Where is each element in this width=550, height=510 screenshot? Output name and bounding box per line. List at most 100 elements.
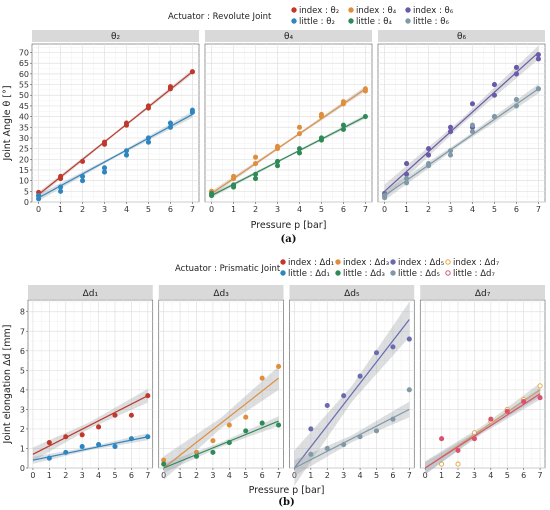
data-point xyxy=(447,148,454,154)
panel-strip-label: Δd₃ xyxy=(213,289,229,299)
panel-strip xyxy=(420,285,545,299)
data-point xyxy=(404,175,410,182)
data-point xyxy=(274,163,281,169)
chart-1: Actuator : Revolute Joint index : θ₂ index… xyxy=(2,6,546,245)
data-point xyxy=(274,143,281,150)
data-point xyxy=(128,412,134,418)
x-tick-label: 5 xyxy=(374,471,379,480)
y-tick-label: 40 xyxy=(19,113,29,122)
data-point xyxy=(439,436,445,442)
fit-line xyxy=(32,436,148,461)
data-point xyxy=(79,158,86,164)
data-point xyxy=(341,442,347,448)
panel-strip xyxy=(158,285,284,299)
x-tick-label: 2 xyxy=(80,205,85,214)
series-2 xyxy=(161,416,282,473)
data-point xyxy=(373,428,380,434)
series-2 xyxy=(424,387,543,474)
fit-line xyxy=(163,420,279,469)
legend-label: index : θ₂ xyxy=(299,6,339,16)
x-tick-label: 5 xyxy=(243,471,248,480)
data-point xyxy=(513,103,519,109)
x-tick-label: 0 xyxy=(209,205,214,214)
series-2 xyxy=(32,433,151,464)
data-point xyxy=(340,122,346,128)
panel-1: Δd₁ 0 1 2 3 4 5 6 7 0 1 2 3 4 5 6 7 8 xyxy=(20,285,154,480)
panel-4: Δd₇ 0 1 2 3 4 5 6 7 xyxy=(419,285,546,480)
data-point xyxy=(308,451,314,457)
panel-strip-label: Δd₅ xyxy=(344,289,360,299)
panel-strip-label: Δd₇ xyxy=(475,289,491,299)
data-point xyxy=(357,434,363,440)
data-point xyxy=(340,126,346,132)
panel-strip-label: θ₄ xyxy=(284,32,294,42)
data-point xyxy=(58,188,64,194)
data-point xyxy=(471,436,477,442)
data-point xyxy=(447,152,454,158)
x-tick-label: 6 xyxy=(129,471,134,480)
legend-marker xyxy=(348,18,354,24)
data-point xyxy=(259,420,265,426)
x-tick-label: 7 xyxy=(190,205,195,214)
data-point xyxy=(101,165,108,171)
figure-caption: (b) xyxy=(278,497,294,508)
legend-title: Actuator : Revolute Joint xyxy=(168,12,272,22)
data-point xyxy=(491,114,498,120)
x-tick-label: 2 xyxy=(455,471,460,480)
fit-line xyxy=(294,408,410,469)
data-point xyxy=(340,99,346,105)
data-point xyxy=(491,82,498,88)
series-2 xyxy=(36,107,195,202)
fit-line xyxy=(38,71,193,195)
x-tick-label: 1 xyxy=(58,205,63,214)
data-point xyxy=(274,158,281,164)
data-point xyxy=(58,184,64,190)
x-tick-label: 0 xyxy=(423,471,428,480)
data-point xyxy=(96,442,102,448)
x-tick-label: 3 xyxy=(472,471,477,480)
legend-marker xyxy=(280,259,286,265)
panel-strip xyxy=(28,285,153,299)
data-point xyxy=(128,436,134,442)
data-point xyxy=(535,52,541,58)
y-tick-label: 15 xyxy=(19,166,29,175)
y-tick-label: 25 xyxy=(19,145,29,154)
data-point xyxy=(79,432,85,438)
data-point xyxy=(296,146,303,152)
legend-label: index : Δd₃ xyxy=(343,258,389,268)
data-point xyxy=(167,124,173,130)
data-point xyxy=(425,146,432,152)
x-axis-label: Pressure p [bar] xyxy=(251,220,327,231)
x-axis-label: Pressure p [bar] xyxy=(249,485,325,496)
data-point xyxy=(513,64,519,71)
fit-line xyxy=(424,393,541,469)
data-point xyxy=(209,190,215,197)
x-tick-label: 3 xyxy=(275,205,280,214)
data-point xyxy=(504,408,510,414)
y-tick-label: 2 xyxy=(20,425,25,434)
data-point xyxy=(145,135,152,141)
data-point xyxy=(357,373,363,379)
legend-label: little : θ₂ xyxy=(299,17,335,27)
y-tick-label: 4 xyxy=(20,386,25,395)
x-tick-label: 4 xyxy=(96,471,101,480)
series-2 xyxy=(294,387,412,476)
panel-2: Δd₃ 0 1 2 3 4 5 6 7 xyxy=(158,285,284,480)
panel-strip xyxy=(32,30,199,42)
data-point xyxy=(447,124,454,130)
legend-marker xyxy=(335,259,341,265)
panel-strip xyxy=(205,30,372,42)
data-point xyxy=(455,461,461,467)
y-tick-label: 10 xyxy=(19,177,29,186)
x-tick-label: 6 xyxy=(514,205,519,214)
x-tick-label: 0 xyxy=(161,471,166,480)
legend-marker xyxy=(390,270,396,276)
y-tick-label: 20 xyxy=(19,155,29,164)
x-tick-label: 3 xyxy=(102,205,107,214)
data-point xyxy=(145,139,152,145)
legend-label: index : θ₄ xyxy=(356,6,397,16)
data-point xyxy=(439,461,445,467)
x-tick-label: 1 xyxy=(231,205,236,214)
